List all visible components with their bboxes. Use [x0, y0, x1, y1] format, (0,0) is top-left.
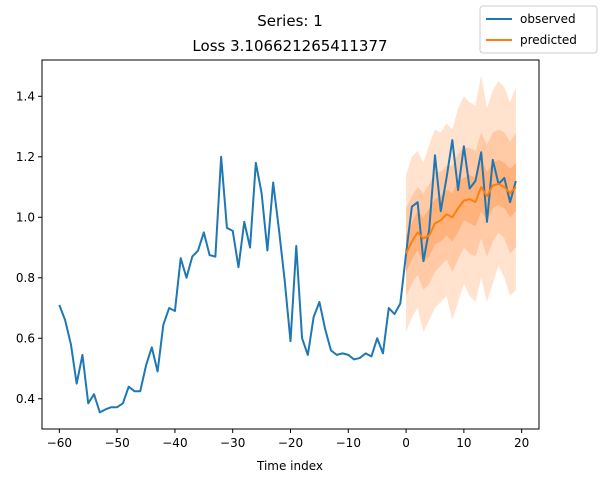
series-lines: [58, 139, 517, 414]
series-line-predicted: [405, 183, 517, 255]
x-tick-label: 10: [456, 436, 471, 450]
x-tick-label: −40: [162, 436, 187, 450]
chart-subtitle: Loss 3.106621265411377: [192, 37, 387, 55]
y-tick-label: 0.4: [16, 392, 35, 406]
legend-label-predicted: predicted: [520, 33, 577, 47]
y-tick-label: 0.6: [16, 331, 35, 345]
x-tick-label: −20: [278, 436, 303, 450]
x-tick-label: 20: [514, 436, 529, 450]
series-line-observed: [58, 139, 517, 414]
legend-label-observed: observed: [520, 12, 576, 26]
x-tick-label: −10: [336, 436, 361, 450]
y-tick-label: 1.2: [16, 150, 35, 164]
x-axis-label: Time index: [256, 459, 323, 473]
y-axis-ticks: 0.4 0.6 0.8 1.0 1.2 1.4: [16, 89, 42, 406]
y-tick-label: 1.0: [16, 210, 35, 224]
x-tick-label: −60: [47, 436, 72, 450]
y-tick-label: 1.4: [16, 89, 35, 103]
legend-box: [479, 5, 598, 54]
prediction-band-3: [406, 159, 516, 272]
legend: observed predicted: [479, 5, 598, 54]
chart-title: Series: 1: [257, 12, 323, 30]
x-tick-label: −50: [104, 436, 129, 450]
x-tick-label: 0: [402, 436, 410, 450]
x-tick-label: −30: [220, 436, 245, 450]
y-tick-label: 0.8: [16, 271, 35, 285]
x-axis-ticks: −60 −50 −40 −30 −20 −10 0 10 20: [47, 429, 529, 450]
